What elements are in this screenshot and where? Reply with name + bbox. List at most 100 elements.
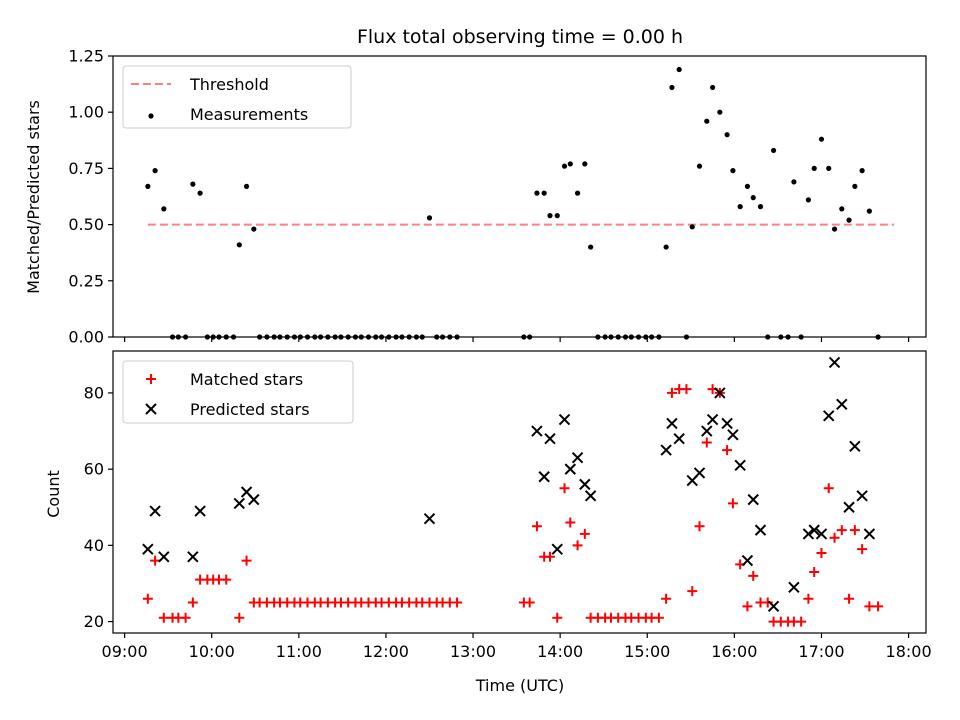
data-point [704, 118, 710, 124]
legend-label: Threshold [189, 75, 269, 94]
data-point [161, 206, 167, 212]
y-tick-label: 0.75 [68, 159, 104, 178]
y-tick-label: 80 [84, 383, 104, 402]
data-point [547, 213, 553, 219]
data-point [747, 493, 759, 506]
series-predicted-stars [142, 356, 876, 613]
data-point [561, 163, 568, 169]
x-tick-label: 16:00 [711, 642, 757, 661]
data-point [754, 524, 767, 536]
data-point [531, 425, 543, 437]
y-tick-label: 0.00 [68, 328, 104, 347]
data-point [584, 490, 597, 502]
data-point [815, 528, 828, 540]
data-point [737, 204, 743, 210]
data-point [836, 525, 847, 536]
data-point [829, 532, 840, 543]
data-point [221, 574, 232, 585]
data-point [762, 597, 773, 608]
legend-marker [146, 374, 156, 384]
data-point [588, 244, 594, 250]
data-point [452, 597, 463, 608]
data-point [805, 197, 812, 203]
data-point [158, 551, 170, 563]
data-point [717, 109, 723, 115]
data-point [844, 593, 855, 604]
data-point [676, 66, 682, 73]
data-point [194, 505, 206, 517]
data-point [544, 551, 555, 562]
data-point [564, 463, 577, 475]
data-point [426, 215, 433, 221]
x-tick-label: 13:00 [450, 642, 496, 661]
data-point [551, 543, 563, 555]
data-point [839, 206, 845, 212]
data-point [803, 593, 814, 604]
data-point [788, 581, 800, 593]
data-point [846, 217, 852, 223]
x-tick-label: 14:00 [537, 642, 583, 661]
data-point [673, 432, 685, 445]
data-point [714, 387, 726, 399]
data-point [849, 440, 861, 452]
data-point [531, 521, 542, 532]
legend-label: Measurements [190, 105, 308, 124]
data-point [541, 190, 547, 196]
data-point [816, 547, 827, 558]
data-point [828, 356, 841, 369]
data-point [757, 204, 764, 210]
data-point [559, 483, 570, 494]
data-point [251, 226, 257, 232]
data-point [660, 444, 672, 456]
x-tick-label: 15:00 [624, 642, 670, 661]
series-matched-stars [142, 384, 884, 627]
data-point [248, 493, 260, 506]
data-point [727, 429, 739, 441]
data-point [843, 501, 855, 513]
data-point [701, 425, 713, 437]
data-point [689, 224, 695, 230]
top-y-axis-label: Matched/Predicted stars [24, 100, 43, 294]
data-point [567, 161, 573, 167]
legend-marker [148, 113, 154, 119]
data-point [866, 208, 872, 214]
axes-frame [112, 55, 927, 338]
data-point [233, 497, 246, 510]
legend-box [122, 360, 354, 424]
data-point [666, 387, 677, 398]
data-point [149, 505, 161, 517]
data-point [693, 467, 706, 479]
data-point [565, 517, 576, 528]
data-point [873, 601, 884, 612]
y-tick-label: 1.00 [68, 103, 104, 122]
data-point [730, 168, 736, 174]
data-point [826, 165, 832, 171]
data-point [243, 183, 250, 189]
data-point [197, 190, 203, 196]
data-point [558, 413, 571, 426]
y-tick-label: 0.25 [68, 271, 104, 290]
x-tick-label: 17:00 [798, 642, 844, 661]
data-point [423, 512, 436, 525]
data-point [724, 132, 730, 138]
data-point [811, 165, 817, 171]
data-point [241, 555, 252, 566]
legend: Threshold Measurements [122, 65, 352, 129]
data-point [666, 417, 678, 430]
data-point [701, 437, 712, 448]
data-point [791, 179, 797, 185]
data-point [770, 147, 777, 154]
x-axis-label: Time (UTC) [475, 676, 564, 695]
data-point [524, 597, 535, 608]
data-point [236, 242, 242, 248]
y-tick-label: 40 [84, 536, 104, 555]
y-tick-label: 20 [84, 612, 104, 631]
data-point [818, 136, 825, 142]
data-point [859, 168, 865, 174]
data-point [709, 84, 716, 91]
data-point [721, 417, 733, 430]
data-point [863, 528, 876, 540]
data-point [857, 544, 868, 555]
data-point [849, 525, 860, 536]
data-point [582, 161, 588, 167]
